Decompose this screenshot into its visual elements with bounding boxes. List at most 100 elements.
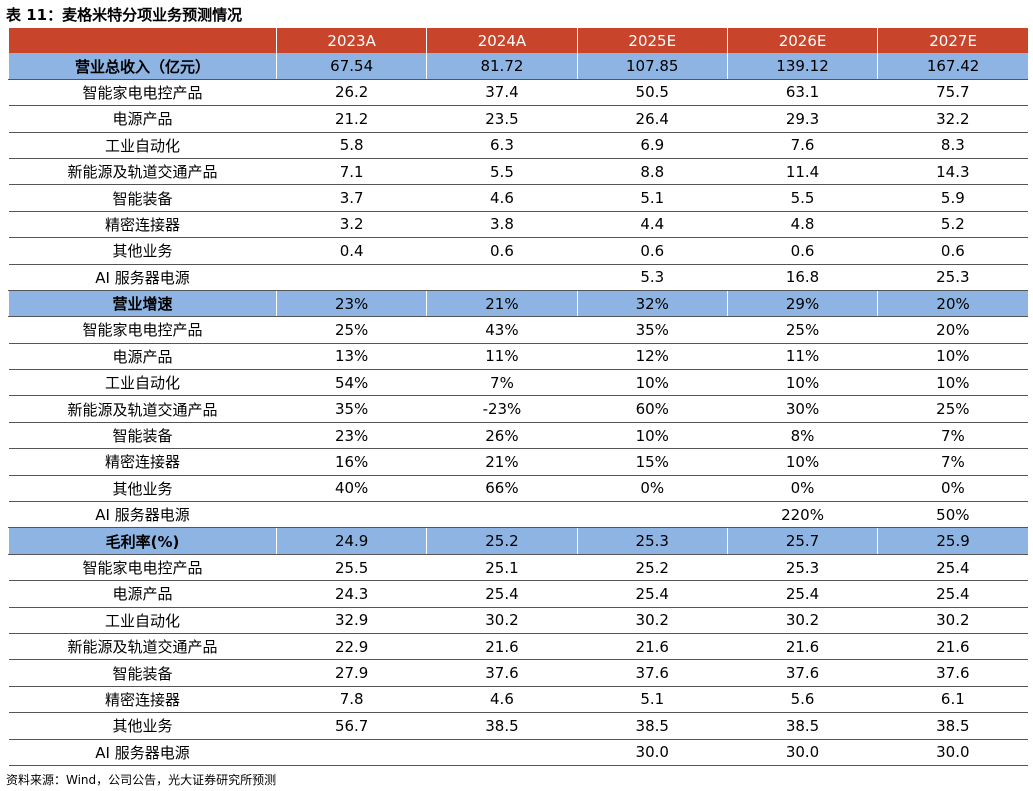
value-cell: 21.6 <box>727 633 878 661</box>
value-cell: 26.4 <box>577 105 728 133</box>
empty-cell <box>426 501 578 529</box>
value-cell: 0.6 <box>877 237 1028 265</box>
value-cell: 50.5 <box>577 79 728 107</box>
header-cell: 2024A <box>426 28 578 54</box>
value-cell: 7% <box>877 422 1028 450</box>
row-label: 电源产品 <box>8 580 277 608</box>
value-cell: 25.3 <box>727 554 878 582</box>
value-cell: 23% <box>275 290 427 318</box>
value-cell: 5.1 <box>577 184 728 212</box>
section-row: 营业增速 23% 21% 32% 29% 20% <box>8 290 1028 318</box>
value-cell: 6.9 <box>577 132 728 159</box>
row-label: 电源产品 <box>8 343 277 371</box>
row-label: 精密连接器 <box>8 686 277 714</box>
value-cell: 10% <box>577 369 728 397</box>
row-label: 新能源及轨道交通产品 <box>8 633 277 661</box>
value-cell: 3.7 <box>276 184 427 212</box>
value-cell: 32.9 <box>276 607 427 634</box>
value-cell: 30.2 <box>877 607 1028 634</box>
data-row: 新能源及轨道交通产品 7.1 5.5 8.8 11.4 14.3 <box>8 158 1028 186</box>
value-cell: 25.4 <box>577 580 728 608</box>
empty-cell <box>577 501 728 529</box>
data-row: 其他业务 40% 66% 0% 0% 0% <box>8 475 1028 503</box>
row-label: AI 服务器电源 <box>8 739 277 766</box>
header-cell: 2025E <box>576 28 728 54</box>
header-row: 2023A 2024A 2025E 2026E 2027E <box>8 28 1028 54</box>
value-cell: 25.4 <box>727 580 878 608</box>
data-row: 电源产品 24.3 25.4 25.4 25.4 25.4 <box>8 580 1028 608</box>
value-cell: 10% <box>727 448 878 476</box>
value-cell: 38.5 <box>426 712 578 740</box>
value-cell: 25.4 <box>426 580 578 608</box>
value-cell: 30.0 <box>727 739 878 766</box>
header-cell: 2027E <box>877 28 1028 54</box>
value-cell: 6.1 <box>877 686 1028 714</box>
value-cell: 5.5 <box>727 184 878 212</box>
row-label: 电源产品 <box>8 105 277 133</box>
value-cell: 37.6 <box>727 659 878 687</box>
value-cell: 4.8 <box>727 211 878 239</box>
data-row: 智能家电电控产品 25% 43% 35% 25% 20% <box>8 316 1028 344</box>
row-label: 智能装备 <box>8 184 277 212</box>
value-cell: 32% <box>576 290 728 318</box>
data-row: 精密连接器 3.2 3.8 4.4 4.8 5.2 <box>8 211 1028 239</box>
row-label: 智能家电电控产品 <box>8 79 277 107</box>
value-cell: 30.0 <box>877 739 1028 766</box>
value-cell: 26.2 <box>276 79 427 107</box>
value-cell: 5.1 <box>577 686 728 714</box>
value-cell: 21% <box>426 448 578 476</box>
value-cell: 37.6 <box>577 659 728 687</box>
value-cell: 3.2 <box>276 211 427 239</box>
value-cell: 60% <box>577 395 728 423</box>
value-cell: 8% <box>727 422 878 450</box>
value-cell: 38.5 <box>727 712 878 740</box>
value-cell: 24.9 <box>275 527 427 555</box>
value-cell: 7.8 <box>276 686 427 714</box>
value-cell: 139.12 <box>726 53 878 80</box>
value-cell: 14.3 <box>877 158 1028 186</box>
value-cell: 0.6 <box>426 237 578 265</box>
value-cell: 5.2 <box>877 211 1028 239</box>
value-cell: 16% <box>276 448 427 476</box>
row-label: 精密连接器 <box>8 448 277 476</box>
value-cell: 25.9 <box>877 527 1028 555</box>
value-cell: 0% <box>877 475 1028 503</box>
data-row: 电源产品 21.2 23.5 26.4 29.3 32.2 <box>8 105 1028 133</box>
value-cell: 30.2 <box>727 607 878 634</box>
row-label: AI 服务器电源 <box>8 501 277 529</box>
value-cell: 29% <box>726 290 878 318</box>
row-label: 其他业务 <box>8 237 277 265</box>
value-cell: 75.7 <box>877 79 1028 107</box>
value-cell: 23.5 <box>426 105 578 133</box>
value-cell: 8.8 <box>577 158 728 186</box>
value-cell: 107.85 <box>576 53 728 80</box>
value-cell: 15% <box>577 448 728 476</box>
value-cell: 11.4 <box>727 158 878 186</box>
empty-cell <box>426 264 578 291</box>
value-cell: 25.5 <box>276 554 427 582</box>
value-cell: 21% <box>426 290 578 318</box>
empty-cell <box>276 739 427 766</box>
value-cell: 29.3 <box>727 105 878 133</box>
row-label: 工业自动化 <box>8 607 277 634</box>
value-cell: 38.5 <box>877 712 1028 740</box>
row-label: 营业总收入（亿元） <box>8 53 277 80</box>
data-row: AI 服务器电源 220% 50% <box>8 501 1028 529</box>
value-cell: 0.6 <box>727 237 878 265</box>
value-cell: 0% <box>727 475 878 503</box>
value-cell: 6.3 <box>426 132 578 159</box>
table-body: 2023A 2024A 2025E 2026E 2027E 营业总收入（亿元） 67.54 8… <box>8 28 1028 766</box>
value-cell: 25.4 <box>877 554 1028 582</box>
value-cell: 25% <box>727 316 878 344</box>
row-label: 工业自动化 <box>8 369 277 397</box>
value-cell: 38.5 <box>577 712 728 740</box>
row-label: 智能装备 <box>8 422 277 450</box>
value-cell: 43% <box>426 316 578 344</box>
value-cell: 10% <box>727 369 878 397</box>
data-row: 智能家电电控产品 26.2 37.4 50.5 63.1 75.7 <box>8 79 1028 107</box>
data-row: 其他业务 0.4 0.6 0.6 0.6 0.6 <box>8 237 1028 265</box>
row-label: 新能源及轨道交通产品 <box>8 395 277 423</box>
value-cell: 37.6 <box>426 659 578 687</box>
data-row: 智能装备 27.9 37.6 37.6 37.6 37.6 <box>8 659 1028 687</box>
